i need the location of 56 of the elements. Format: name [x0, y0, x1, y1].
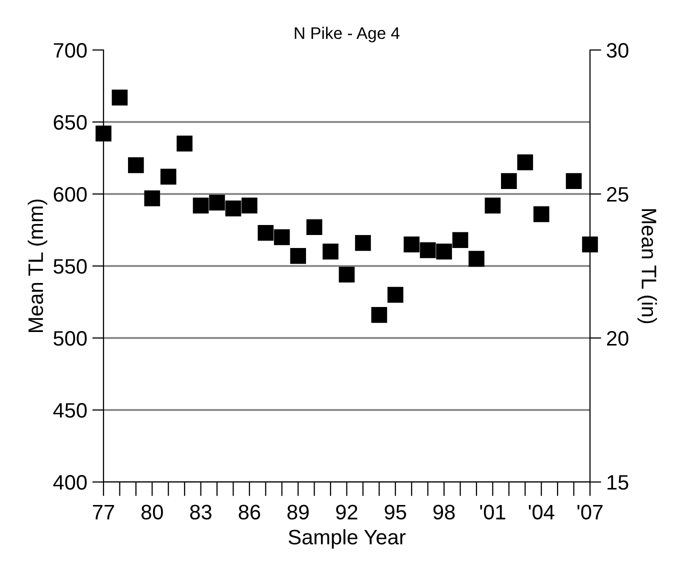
point	[128, 157, 144, 174]
y2-tick-label: 30	[606, 43, 628, 58]
y-tick-label: 500	[54, 331, 87, 346]
chart-title: N Pike - Age 4	[294, 26, 400, 42]
point	[338, 266, 355, 283]
point	[371, 307, 388, 323]
y2-axis-title: Mean TL (in)	[638, 209, 657, 324]
point	[566, 173, 582, 189]
point	[144, 190, 160, 206]
x-tick-label: '01	[480, 504, 506, 520]
y2-tick-label: 15	[608, 475, 628, 490]
point	[404, 236, 420, 252]
point	[582, 236, 598, 252]
x-tick-label: '04	[528, 504, 554, 520]
point	[355, 235, 371, 251]
x-tick-label: 98	[433, 504, 455, 520]
point	[322, 244, 338, 260]
point	[209, 194, 225, 211]
x-tick-label: '07	[577, 504, 603, 520]
point	[420, 242, 436, 258]
x-tick-label: 92	[336, 504, 358, 520]
point	[436, 244, 452, 260]
y-tick-label: 550	[54, 259, 87, 274]
point	[290, 248, 306, 264]
point	[176, 136, 192, 152]
y-tick-label: 650	[54, 115, 87, 130]
y-tick-label: 400	[53, 475, 87, 490]
point	[258, 224, 274, 241]
point	[225, 200, 242, 216]
point	[533, 206, 550, 222]
point	[192, 198, 209, 214]
y2-tick-label: 25	[607, 187, 628, 202]
point	[306, 219, 322, 236]
point	[517, 154, 534, 170]
y-axis-title: Mean TL (mm)	[28, 200, 48, 332]
x-tick-label: 89	[287, 504, 309, 520]
x-tick-label: 83	[190, 504, 212, 520]
point	[160, 168, 176, 185]
x-axis-title: Sample Year	[288, 529, 406, 549]
y-tick-label: 700	[54, 43, 87, 58]
point	[468, 250, 484, 267]
point	[452, 232, 468, 248]
x-tick-label: 86	[238, 504, 260, 520]
x-tick-label: 95	[384, 504, 406, 520]
x-tick-label: 80	[141, 504, 163, 520]
x-tick-label: 77	[92, 504, 114, 520]
point	[112, 90, 128, 106]
y-tick-label: 450	[53, 403, 87, 418]
point	[387, 286, 404, 303]
y-tick-label: 600	[54, 187, 87, 202]
point	[484, 198, 501, 214]
point	[242, 198, 258, 214]
point	[501, 173, 517, 189]
point	[96, 126, 112, 142]
y2-tick-label: 20	[607, 331, 628, 346]
point	[274, 229, 290, 246]
